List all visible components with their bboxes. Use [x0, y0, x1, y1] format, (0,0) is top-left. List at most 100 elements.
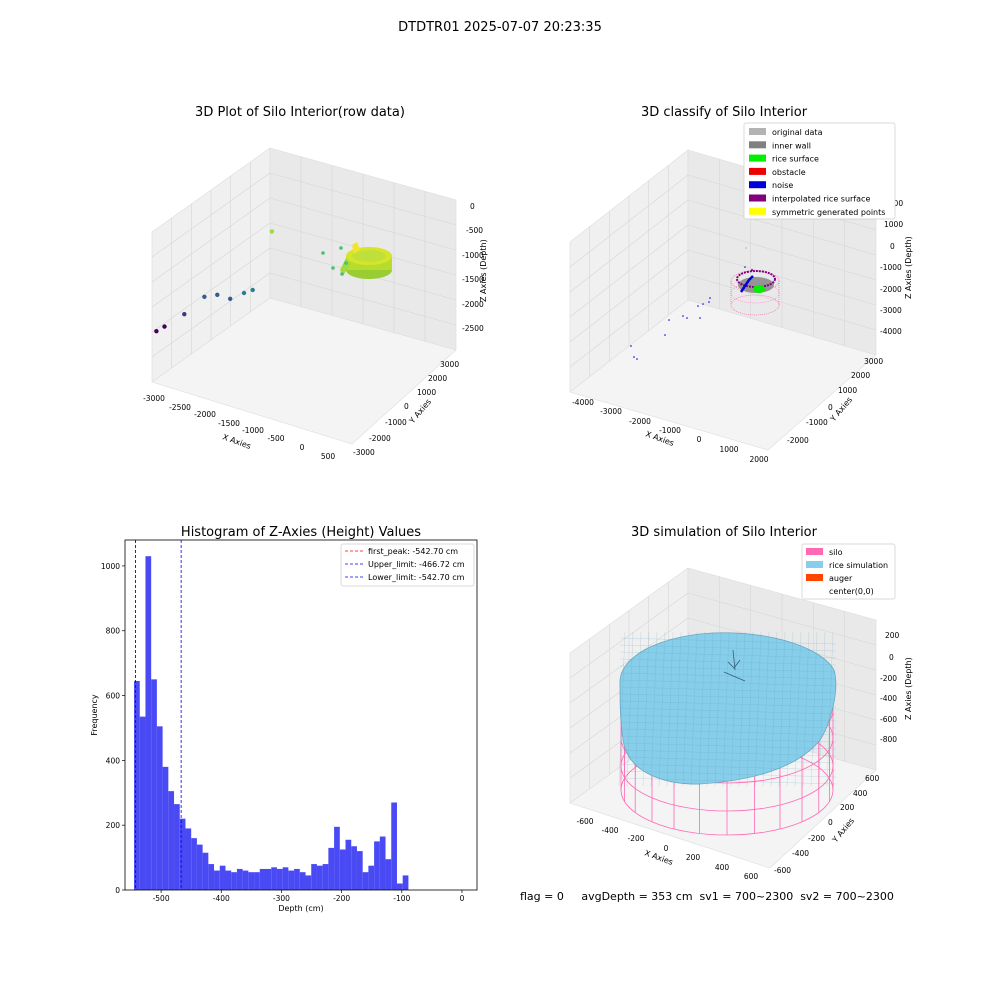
noise-point [699, 317, 701, 319]
histogram-bar [294, 868, 300, 890]
data-point [331, 266, 335, 270]
histogram-bar [282, 867, 289, 890]
tick-label: 1000 [719, 445, 738, 454]
simulation-y-ticks: -600 -400 -200 0 200 400 600 [774, 774, 880, 875]
tick-label: 200 [885, 631, 900, 640]
mesh-line [730, 631, 738, 787]
mesh-line [794, 631, 802, 787]
data-point [269, 229, 275, 234]
noise-point [702, 303, 704, 305]
status-footer: flag = 0 avgDepth = 353 cm sv1 = 700~230… [520, 890, 894, 903]
tick-label: 0 [460, 894, 465, 903]
tick-label: -4000 [572, 398, 594, 407]
tick-label: -1000 [659, 426, 681, 435]
tick-label: -400 [880, 694, 897, 703]
tick-label: -500 [267, 434, 284, 443]
histogram-bar [276, 868, 283, 890]
classify-plot-z-ticks: 2000 1000 0 -1000 -2000 -3000 -4000 [880, 199, 903, 336]
histogram-bar [145, 556, 152, 890]
data-point [344, 261, 348, 265]
histogram-bar [362, 872, 369, 890]
rice-surface-cluster [321, 242, 392, 279]
legend-swatch [749, 167, 766, 175]
tick-label: -2000 [629, 417, 651, 426]
tick-label: -1500 [218, 419, 240, 428]
mesh-line [810, 631, 818, 787]
histogram-title: Histogram of Z-Axies (Height) Values [181, 525, 421, 540]
classify-legend: original data inner wall rice surface obsta… [743, 122, 896, 220]
mesh-line [746, 631, 754, 787]
tick-label: 0 [828, 403, 833, 412]
legend-box [340, 543, 475, 587]
tick-label: 2000 [428, 374, 447, 383]
mesh-line [619, 714, 837, 722]
histogram-bar [339, 849, 346, 890]
data-point [339, 246, 343, 250]
tick-label: 0 [300, 443, 305, 452]
mesh-line [690, 631, 698, 787]
tick-label: 0 [115, 886, 120, 895]
raw-3d-plot: 3D Plot of Silo Interior(row data) -3000… [143, 105, 488, 461]
simulation-z-ticks: 200 0 -200 -400 -600 -800 [880, 631, 900, 744]
mesh-line [770, 631, 778, 787]
tick-label: 2000 [851, 371, 870, 380]
histogram-x-label: Depth (cm) [278, 904, 323, 913]
simulation-y-label: Y Axies [830, 816, 856, 845]
tick-label: -400 [601, 826, 618, 835]
noise-point [630, 345, 632, 347]
histogram-reference-lines [135, 540, 182, 890]
tick-label: 400 [106, 756, 121, 765]
histogram-bar [248, 872, 255, 890]
histogram-bar [151, 679, 157, 890]
tick-label: -1500 [462, 275, 484, 284]
classify-plot-z-label: Z Axies (Depth) [904, 236, 913, 299]
histogram-bar [259, 868, 266, 890]
tick-label: -3000 [600, 407, 622, 416]
tick-label: -1000 [880, 263, 902, 272]
histogram-bar [242, 870, 249, 890]
histogram-bar [236, 868, 243, 890]
histogram-bar [254, 872, 260, 890]
legend-label: auger [829, 574, 853, 583]
mesh-line [619, 679, 837, 687]
simulation-x-ticks: -600 -400 -200 0 200 400 600 [576, 817, 758, 881]
mesh-line [619, 735, 837, 743]
histogram-bar [316, 865, 323, 890]
mesh-line [658, 631, 666, 787]
data-point [228, 296, 233, 301]
histogram-bar [356, 851, 363, 890]
histogram-plot: Histogram of Z-Axies (Height) Values -50… [90, 525, 478, 913]
tick-label: 1000 [101, 562, 120, 571]
cluster-spur [352, 242, 360, 254]
noise-point [636, 358, 638, 360]
classify-3d-plot: 3D classify of Silo Interior -4000 -30 [569, 105, 913, 464]
histogram-bar [174, 804, 180, 890]
raw-plot-x-label: X Axies [221, 432, 252, 451]
mesh-line [706, 631, 714, 787]
legend-label: rice simulation [829, 561, 888, 570]
mesh-line [674, 631, 682, 787]
mesh-line [754, 631, 762, 787]
tick-label: 3000 [440, 360, 459, 369]
simulation-x-label: X Axies [643, 848, 674, 867]
figure-title: DTDTR01 2025-07-07 20:23:35 [398, 20, 602, 35]
tick-label: 400 [715, 863, 730, 872]
tick-label: -800 [880, 735, 897, 744]
tick-label: 0 [890, 242, 895, 251]
legend-label: center(0,0) [829, 587, 874, 596]
tick-label: -1000 [462, 251, 484, 260]
raw-plot-z-ticks: 0 -500 -1000 -1500 -2000 -2500 [462, 202, 484, 333]
mesh-line [619, 728, 837, 736]
tick-label: -400 [213, 894, 230, 903]
legend-box [743, 122, 896, 220]
data-point [241, 290, 247, 296]
tick-label: -200 [627, 834, 644, 843]
tick-label: -2500 [462, 324, 484, 333]
data-point [340, 272, 344, 276]
legend-swatch [806, 561, 823, 568]
legend-label: first_peak: -542.70 cm [368, 547, 458, 556]
histogram-bar [231, 872, 237, 890]
tick-label: -2000 [880, 285, 902, 294]
tick-label: 600 [106, 692, 121, 701]
